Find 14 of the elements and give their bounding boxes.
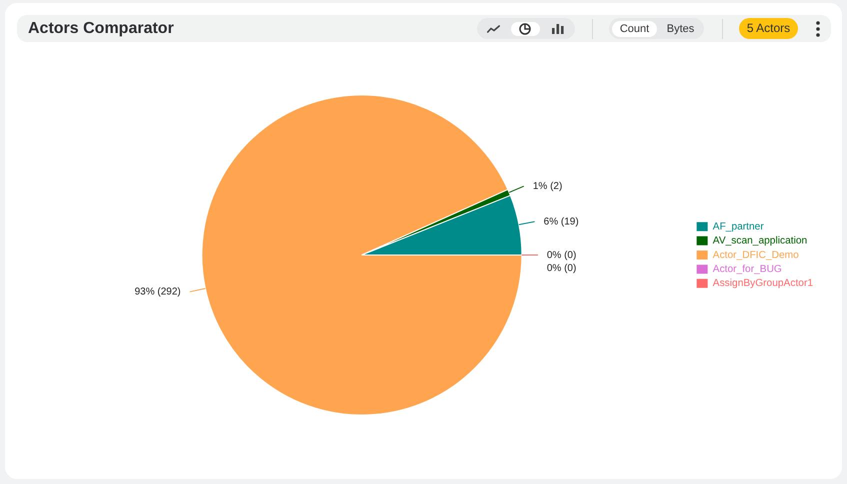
legend-label: AV_scan_application	[712, 236, 808, 247]
data-label: 93% (292)	[134, 286, 181, 298]
text: Bytes	[666, 23, 694, 35]
legend-label: Actor_for_BUG	[712, 264, 782, 276]
legend-label: Actor_DFIC_Demo	[712, 250, 800, 261]
data-label: 6% (19)	[544, 216, 579, 228]
text: 5 Actors	[746, 21, 790, 35]
chart-title: Actors Comparator	[28, 19, 174, 39]
legend-label: AssignByGroupActor1	[712, 278, 814, 290]
data-label: 1% (2)	[532, 180, 562, 192]
text: 0% (0)	[546, 250, 576, 261]
legend-label: AF_partner	[712, 221, 764, 232]
text: Count	[620, 23, 650, 35]
text: 0% (0)	[546, 262, 576, 274]
